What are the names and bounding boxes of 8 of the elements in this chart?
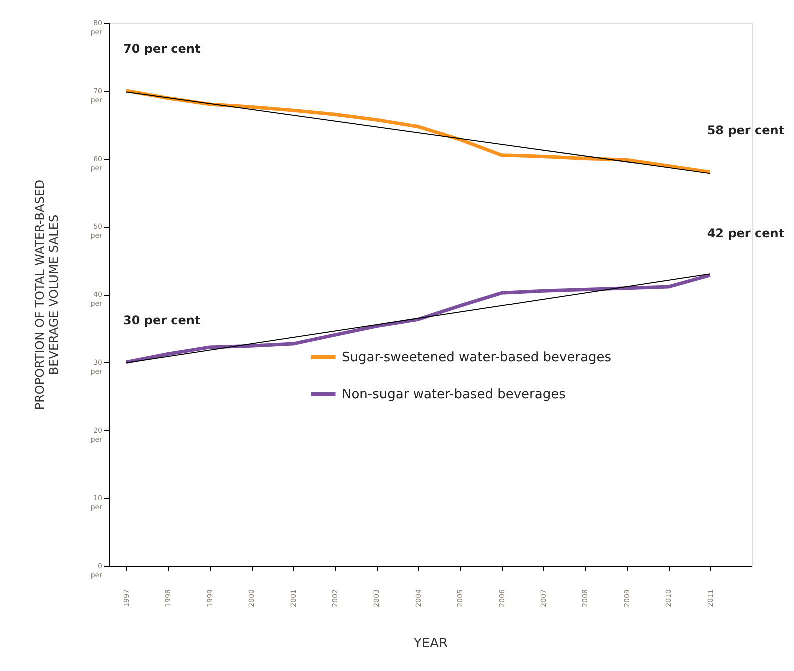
annotation: 30 per cent xyxy=(123,313,201,328)
y-axis-title: PROPORTION OF TOTAL WATER-BASED BEVERAGE VOLUME SALES xyxy=(32,180,61,410)
legend-label: Non-sugar water-based beverages xyxy=(342,388,566,402)
annotation: 58 per cent xyxy=(707,123,785,138)
legend-label: Sugar-sweetened water-based beverages xyxy=(342,350,612,366)
annotation: 42 per cent xyxy=(707,226,785,240)
annotation: 70 per cent xyxy=(123,42,201,56)
x-axis-title: YEAR xyxy=(412,636,448,652)
